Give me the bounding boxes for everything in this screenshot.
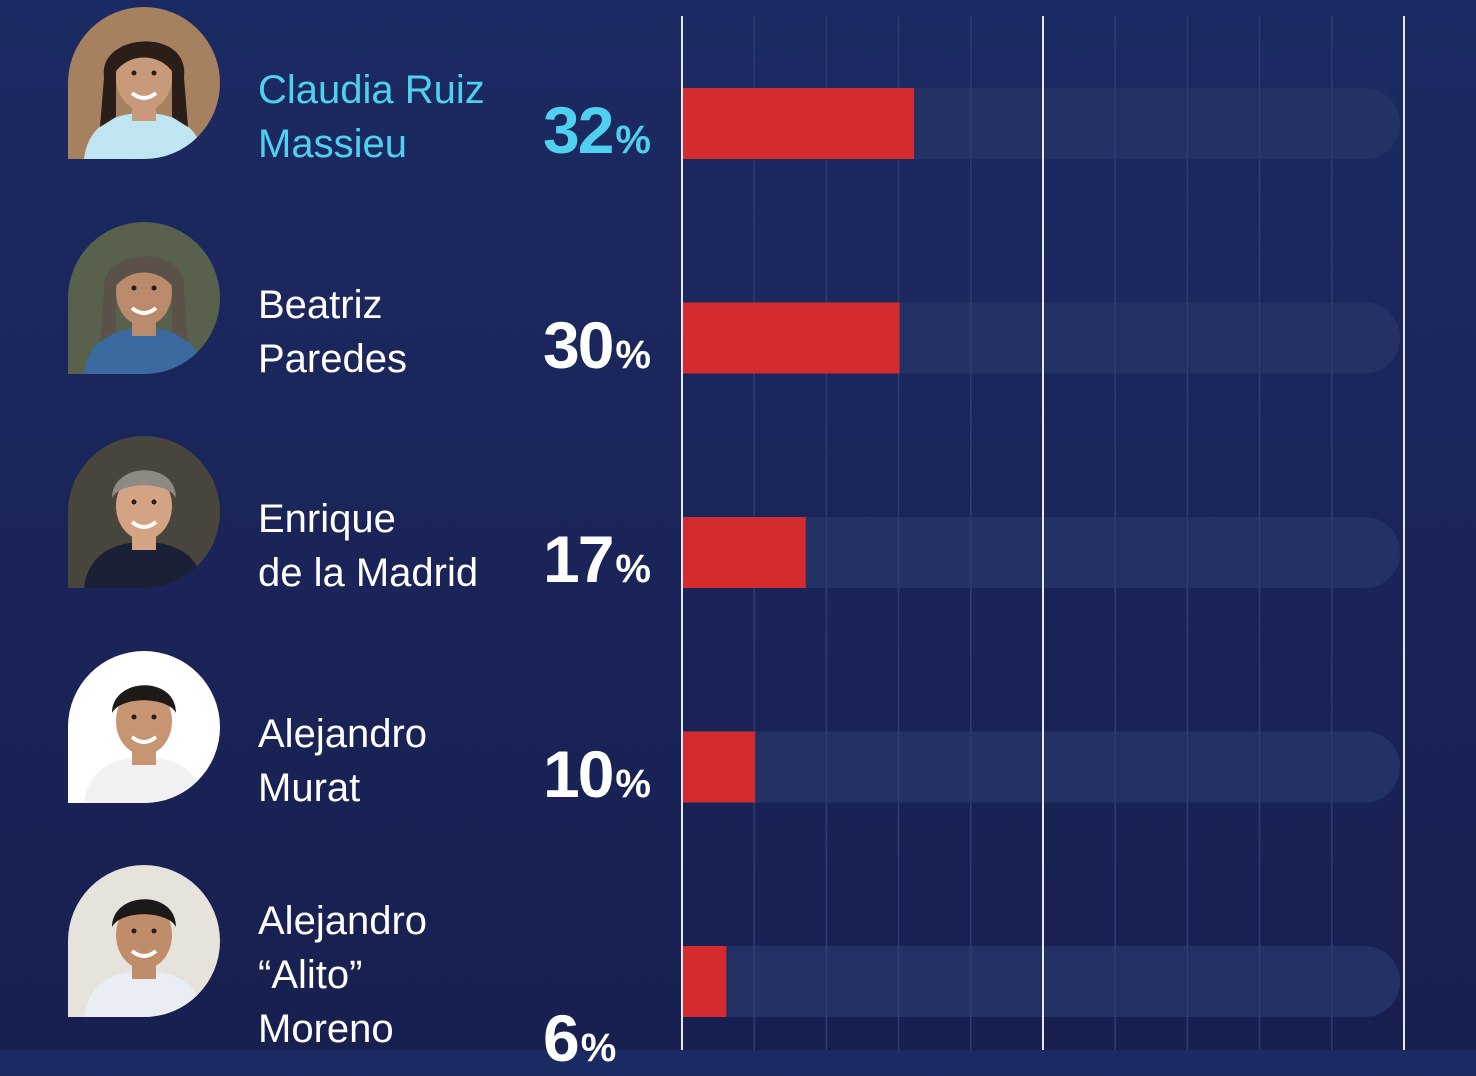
man-portrait-icon xyxy=(68,650,220,803)
candidate-row: Alejandro Murat 10% xyxy=(0,646,680,860)
value-number: 17 xyxy=(543,522,614,596)
percent-sign: % xyxy=(615,761,651,806)
poll-chart: Claudia Ruiz Massieu 32% Beatriz Paredes 30… xyxy=(0,2,1405,1050)
candidate-row: Claudia Ruiz Massieu 32% xyxy=(0,2,680,216)
percent-sign: % xyxy=(615,547,651,591)
value-label: 30% xyxy=(543,307,651,383)
percent-sign: % xyxy=(580,1026,617,1070)
value-number: 30 xyxy=(543,307,614,382)
bar-track xyxy=(682,946,1400,1017)
value-label: 10% xyxy=(543,736,651,812)
value-label: 32% xyxy=(543,92,651,168)
bar-track xyxy=(682,731,1400,803)
candidate-row: Beatriz Paredes 30% xyxy=(0,217,680,431)
percent-sign: % xyxy=(615,118,651,162)
value-number: 10 xyxy=(543,736,614,811)
value-label: 6% xyxy=(543,1000,616,1076)
candidate-name: Enrique de la Madrid xyxy=(258,497,479,595)
data-bar xyxy=(683,517,806,588)
percent-sign: % xyxy=(615,332,651,377)
man-portrait-icon xyxy=(68,865,220,1017)
value-number: 32 xyxy=(543,93,614,167)
woman-portrait-icon xyxy=(68,221,220,374)
candidate-name: Beatriz Paredes xyxy=(258,282,407,381)
candidate-name: Alejandro “Alito” Moreno xyxy=(258,899,428,1051)
value-label: 17% xyxy=(543,521,651,597)
candidate-name: Alejandro Murat xyxy=(258,711,428,810)
bar-chart-area xyxy=(681,16,1405,1050)
data-bar xyxy=(683,302,900,374)
candidate-row: Enrique de la Madrid 17% xyxy=(0,431,680,645)
woman-portrait-icon xyxy=(68,7,220,159)
data-bar xyxy=(683,731,756,803)
data-bar xyxy=(683,946,727,1017)
man-portrait-icon xyxy=(68,436,220,588)
value-number: 6 xyxy=(543,1001,580,1075)
bar-track xyxy=(682,517,1400,588)
data-bar xyxy=(683,88,915,159)
candidate-row: Alejandro “Alito” Moreno 6% xyxy=(0,860,680,1076)
candidate-name: Claudia Ruiz Massieu xyxy=(258,68,485,166)
